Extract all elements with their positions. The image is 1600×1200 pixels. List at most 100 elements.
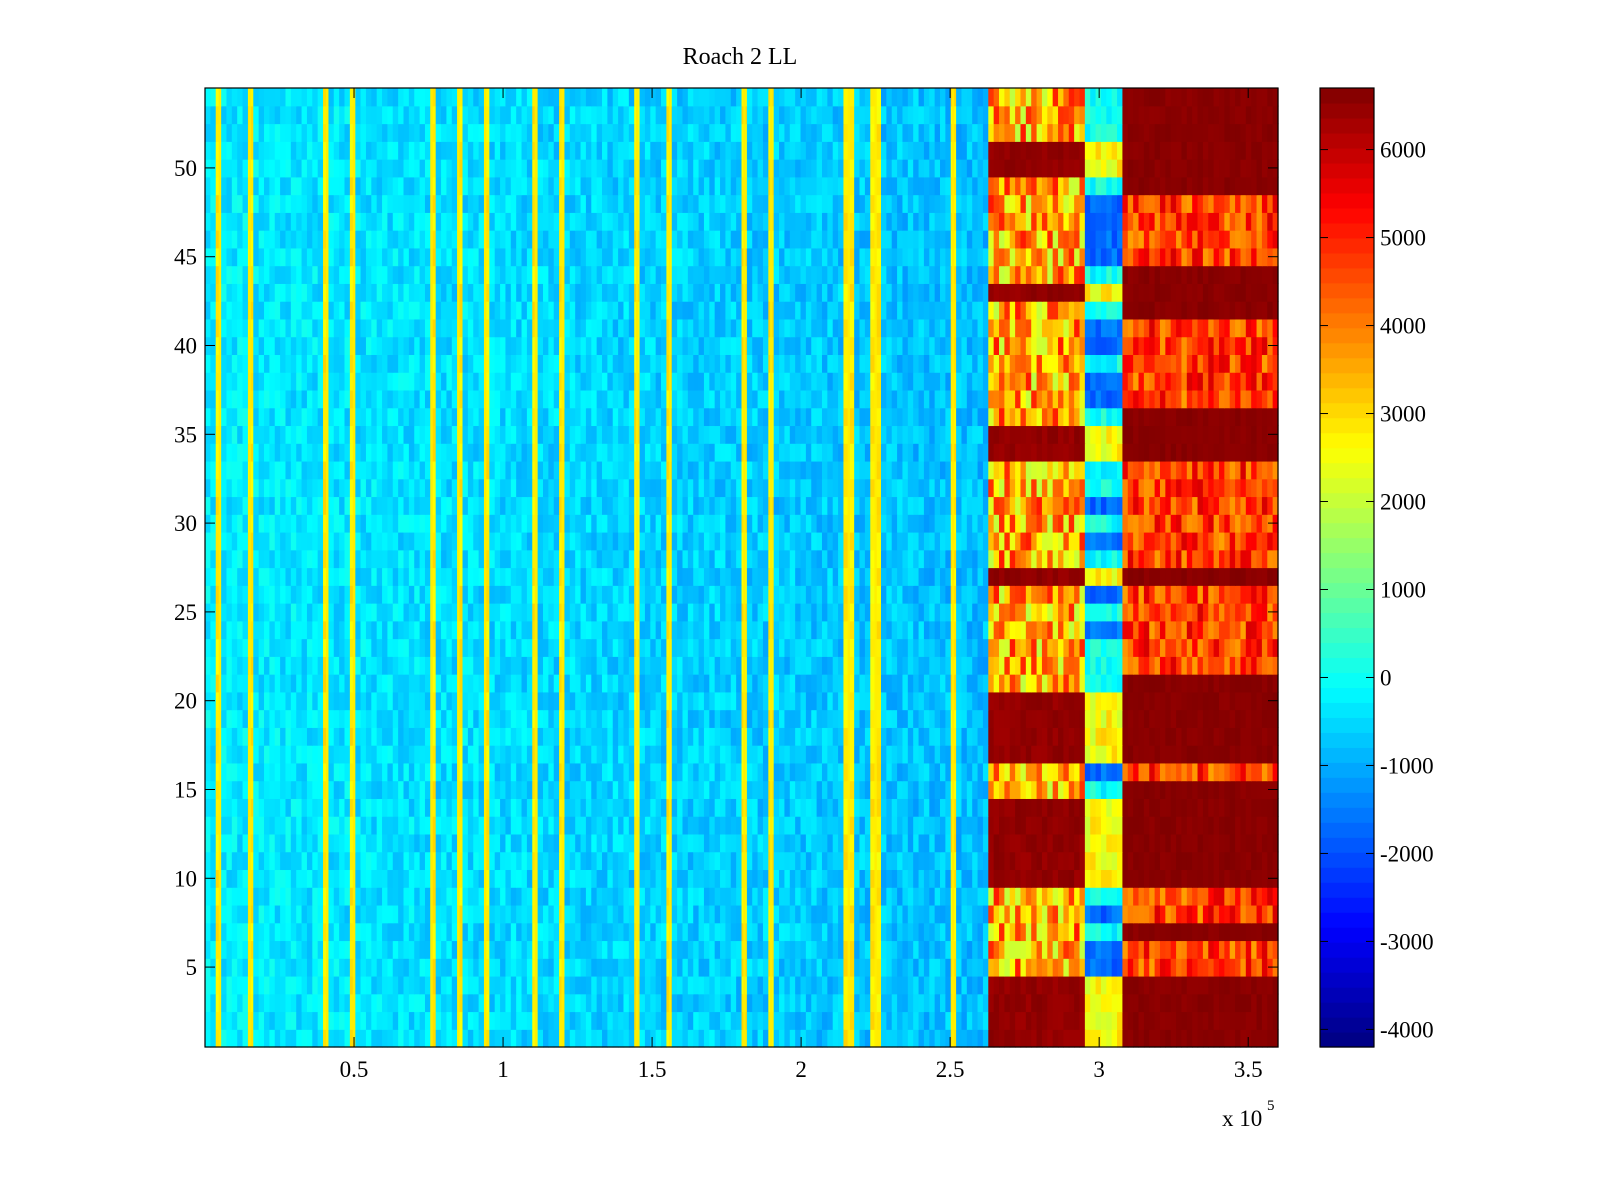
heatmap-cell	[677, 674, 684, 693]
heatmap-cell	[1229, 887, 1236, 906]
heatmap-cell	[607, 638, 614, 657]
heatmap-cell	[1031, 709, 1038, 728]
heatmap-cell	[854, 1011, 861, 1030]
heatmap-cell	[913, 1029, 920, 1048]
heatmap-cell	[424, 727, 431, 746]
heatmap-cell	[897, 603, 904, 622]
heatmap-cell	[913, 975, 920, 995]
heatmap-cell	[264, 833, 270, 853]
heatmap-cell	[419, 904, 426, 924]
heatmap-cell	[907, 904, 914, 924]
heatmap-cell	[580, 922, 587, 942]
heatmap-cell	[752, 745, 759, 764]
heatmap-cell	[1224, 869, 1231, 888]
heatmap-cell	[1020, 833, 1027, 853]
heatmap-cell	[543, 1029, 549, 1048]
heatmap-cell	[591, 603, 598, 622]
heatmap-cell	[478, 869, 485, 888]
heatmap-cell	[612, 993, 619, 1013]
heatmap-cell	[800, 780, 807, 799]
heatmap-cell	[258, 762, 265, 782]
heatmap-cell	[1149, 798, 1156, 817]
heatmap-cell	[956, 816, 963, 835]
heatmap-cell	[1245, 1011, 1252, 1030]
heatmap-cell	[977, 603, 984, 622]
heatmap-cell	[526, 993, 533, 1013]
heatmap-cell	[982, 887, 989, 906]
heatmap-cell	[762, 851, 769, 871]
heatmap-cell	[800, 1029, 807, 1048]
heatmap-cell	[446, 975, 453, 995]
heatmap-cell	[269, 975, 276, 995]
heatmap-cell	[639, 887, 646, 906]
heatmap-cell	[982, 975, 989, 995]
heatmap-cell	[1138, 1029, 1145, 1048]
heatmap-cell	[392, 887, 399, 906]
heatmap-cell	[628, 780, 635, 799]
heatmap-cell	[1213, 656, 1220, 675]
heatmap-cell	[934, 603, 941, 622]
heatmap-cell	[564, 603, 571, 622]
heatmap-cell	[398, 780, 405, 799]
heatmap-cell	[205, 638, 211, 657]
heatmap-cell	[1229, 603, 1236, 622]
heatmap-cell	[602, 851, 608, 871]
heatmap-cell	[269, 691, 276, 711]
heatmap-cell	[408, 762, 415, 782]
heatmap-cell	[403, 780, 410, 799]
heatmap-cell	[838, 887, 845, 906]
heatmap-cell	[1170, 887, 1177, 906]
heatmap-cell	[816, 869, 823, 888]
heatmap-cell	[639, 798, 646, 817]
heatmap-cell	[880, 958, 887, 977]
heatmap-cell	[1031, 620, 1038, 640]
heatmap-cell	[1074, 691, 1081, 711]
heatmap-cell	[746, 887, 753, 906]
heatmap-cell	[1170, 833, 1177, 853]
heatmap-cell	[956, 975, 963, 995]
heatmap-cell	[435, 833, 442, 853]
heatmap-cell	[494, 798, 501, 817]
heatmap-cell	[478, 674, 485, 693]
heatmap-cell	[661, 674, 667, 693]
heatmap-cell	[317, 958, 324, 977]
heatmap-cell	[709, 851, 716, 871]
heatmap-cell	[848, 638, 855, 657]
heatmap-cell	[408, 603, 415, 622]
heatmap-cell	[1149, 922, 1156, 942]
heatmap-cell	[210, 709, 217, 728]
heatmap-cell	[1063, 975, 1070, 995]
heatmap-cell	[1015, 780, 1022, 799]
heatmap-cell	[1074, 674, 1081, 693]
heatmap-cell	[205, 762, 211, 782]
heatmap-cell	[762, 674, 769, 693]
heatmap-cell	[1047, 887, 1054, 906]
heatmap-cell	[816, 922, 823, 942]
heatmap-cell	[457, 620, 464, 640]
heatmap-cell	[296, 638, 303, 657]
heatmap-cell	[1272, 833, 1279, 853]
heatmap-cell	[1213, 922, 1220, 942]
heatmap-cell	[902, 709, 909, 728]
heatmap-cell	[940, 816, 946, 835]
heatmap-cell	[720, 1029, 727, 1048]
heatmap-cell	[376, 993, 383, 1013]
heatmap-cell	[355, 762, 362, 782]
heatmap-cell	[671, 904, 678, 924]
heatmap-cell	[596, 709, 603, 728]
heatmap-cell	[929, 603, 936, 622]
heatmap-cell	[1143, 762, 1150, 782]
heatmap-cell	[1036, 816, 1043, 835]
heatmap-cell	[907, 975, 914, 995]
heatmap-cell	[596, 674, 603, 693]
heatmap-cell	[1074, 958, 1081, 977]
heatmap-cell	[1117, 745, 1124, 764]
heatmap-cell	[339, 691, 346, 711]
heatmap-cell	[746, 709, 753, 728]
heatmap-cell	[977, 940, 984, 959]
heatmap-cell	[1133, 993, 1140, 1013]
heatmap-cell	[1229, 1011, 1236, 1030]
heatmap-cell	[500, 993, 507, 1013]
heatmap-cell	[671, 691, 678, 711]
heatmap-cell	[328, 674, 335, 693]
